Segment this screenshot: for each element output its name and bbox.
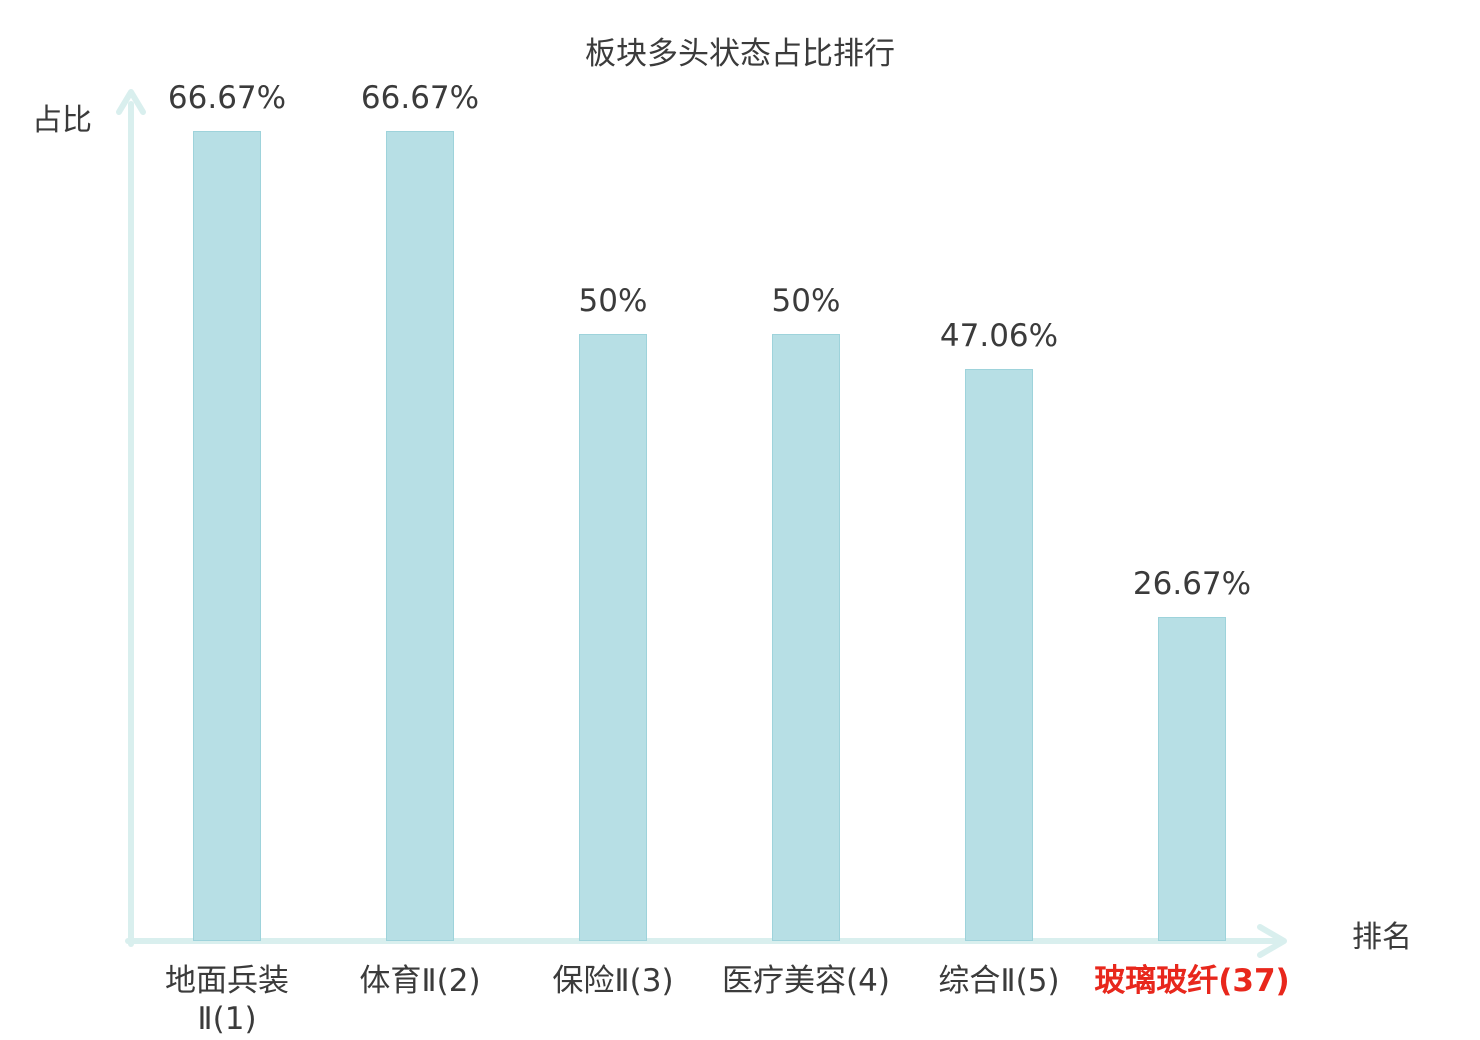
bar [772,333,840,941]
bar [579,333,647,941]
bar-value-label: 50% [578,282,648,319]
chart-title: 板块多头状态占比排行 [585,36,895,72]
category-label: 地面兵装 Ⅱ(1) [165,963,289,1037]
category-label: 保险Ⅱ(3) [552,963,674,999]
category-label: 综合Ⅱ(5) [938,963,1060,999]
y-axis-label: 占比 [32,103,92,138]
x-axis-label: 排名 [1352,920,1412,955]
bar-value-label: 26.67% [1132,565,1252,602]
bar [1158,616,1226,941]
x-axis-arrow-icon [1257,924,1287,958]
category-label: 玻璃玻纤(37) [1094,963,1290,999]
bar-value-label: 66.67% [167,79,287,116]
bar-value-label: 66.67% [360,79,480,116]
bar [193,130,261,941]
category-label: 医疗美容(4) [722,963,890,999]
bar-value-label: 47.06% [939,318,1059,355]
bar-value-label: 50% [771,282,841,319]
bar [965,369,1033,941]
category-label: 体育Ⅱ(2) [359,963,481,999]
bar [386,130,454,941]
